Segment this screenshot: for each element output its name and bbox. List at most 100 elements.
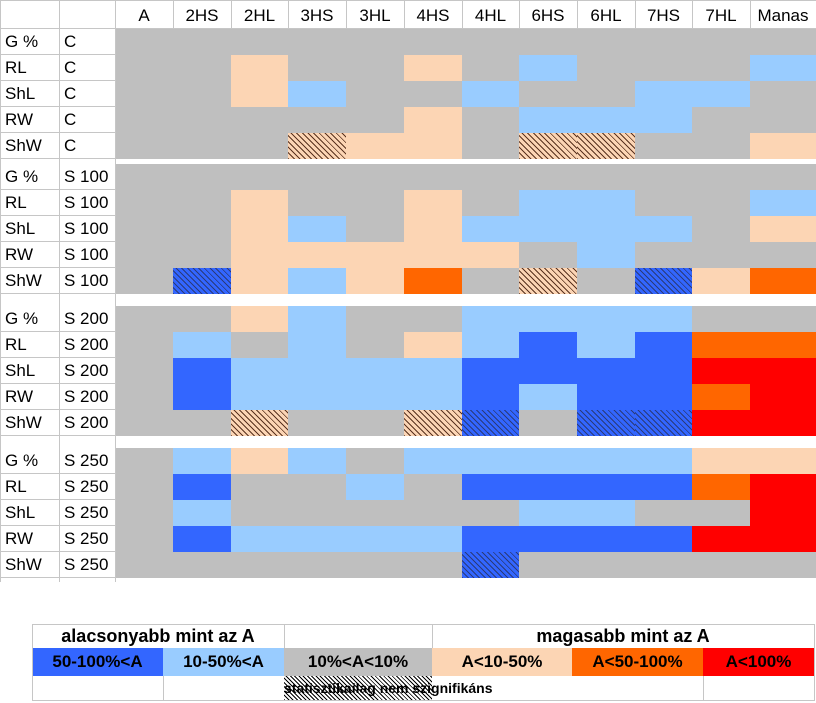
legend-swatch-h2: A<50-100% [572, 648, 703, 676]
grid-line [577, 0, 578, 582]
grid-line [0, 0, 816, 1]
grid-line [173, 0, 174, 582]
heat-cell [231, 133, 288, 159]
heat-cell [750, 384, 816, 410]
row-trait-label: ShW [5, 413, 42, 432]
heat-cell [692, 190, 750, 216]
heat-cell [115, 164, 173, 190]
heat-cell [577, 242, 635, 268]
heat-cell [231, 81, 288, 107]
heat-cell [231, 474, 288, 500]
heat-cell [346, 474, 404, 500]
row-trait-label: RW [5, 387, 34, 406]
heat-cell [173, 216, 231, 242]
heat-cell [750, 107, 816, 133]
row-treatment-label: C [64, 32, 77, 51]
heat-cell [750, 526, 816, 552]
heat-cell [346, 29, 404, 55]
row-trait-label: ShL [5, 361, 36, 380]
heat-cell [462, 164, 519, 190]
grid-line [0, 241, 115, 242]
legend-lower-title: alacsonyabb mint az A [32, 624, 284, 648]
heat-cell [519, 332, 577, 358]
grid-line [288, 0, 289, 29]
heat-cell [750, 55, 816, 81]
legend-swatch-l1: 10-50%<A [163, 648, 284, 676]
heat-cell [288, 448, 346, 474]
heat-cell [692, 133, 750, 159]
row-trait-label: ShW [5, 271, 42, 290]
heat-cell [173, 526, 231, 552]
heat-cell [750, 332, 816, 358]
heat-cell [173, 268, 231, 294]
heat-cell [404, 500, 462, 526]
row-treatment-label: S 100 [64, 219, 109, 238]
heat-cell [462, 410, 519, 436]
heat-cell [635, 500, 692, 526]
heat-cell [173, 55, 231, 81]
heat-cell [692, 410, 750, 436]
heat-cell [577, 164, 635, 190]
heat-cell [115, 410, 173, 436]
heat-cell [404, 216, 462, 242]
heat-cell [462, 29, 519, 55]
heat-cell [173, 448, 231, 474]
heat-cell [346, 164, 404, 190]
heat-cell [288, 164, 346, 190]
row-trait-label: RL [5, 58, 27, 77]
heat-cell [750, 358, 816, 384]
heat-cell [231, 526, 288, 552]
heat-cell [577, 410, 635, 436]
heat-cell [462, 55, 519, 81]
heat-cell [173, 552, 231, 578]
heat-cell [115, 242, 173, 268]
heat-cell [635, 358, 692, 384]
group-separator [0, 294, 816, 298]
row-treatment-label: S 250 [64, 451, 109, 470]
heat-cell [404, 107, 462, 133]
heat-cell [692, 164, 750, 190]
heat-cell [115, 384, 173, 410]
heat-cell [115, 190, 173, 216]
heat-cell [231, 410, 288, 436]
heat-cell [173, 410, 231, 436]
row-treatment-label: S 200 [64, 387, 109, 406]
heat-cell [750, 242, 816, 268]
heat-cell [577, 306, 635, 332]
row-trait-label: RL [5, 193, 27, 212]
grid-line [231, 0, 232, 29]
row-treatment-label: C [64, 58, 77, 77]
column-header: 6HL [590, 6, 622, 25]
heat-cell [346, 133, 404, 159]
heat-cell [635, 448, 692, 474]
heat-cell [692, 384, 750, 410]
heat-cell [462, 552, 519, 578]
heat-cell [462, 500, 519, 526]
heat-cell [692, 81, 750, 107]
heat-cell [115, 107, 173, 133]
column-header: 7HL [705, 6, 737, 25]
heat-cell [231, 306, 288, 332]
grid-line [692, 0, 693, 582]
row-treatment-label: S 200 [64, 413, 109, 432]
heat-cell [635, 384, 692, 410]
row-trait-label: ShW [5, 555, 42, 574]
heat-cell [635, 29, 692, 55]
heat-cell [692, 268, 750, 294]
heat-cell [577, 133, 635, 159]
heat-cell [173, 133, 231, 159]
heat-cell [115, 216, 173, 242]
grid-line [0, 0, 1, 582]
row-treatment-label: C [64, 110, 77, 129]
heat-cell [173, 384, 231, 410]
grid-line [404, 0, 405, 582]
row-trait-label: G % [5, 32, 39, 51]
column-header: 6HS [531, 6, 565, 25]
grid-line [0, 435, 115, 436]
heat-cell [462, 306, 519, 332]
heat-cell [288, 384, 346, 410]
column-header: 4HS [416, 6, 450, 25]
heat-cell [692, 448, 750, 474]
row-trait-label: G % [5, 167, 39, 186]
heat-cell [404, 474, 462, 500]
